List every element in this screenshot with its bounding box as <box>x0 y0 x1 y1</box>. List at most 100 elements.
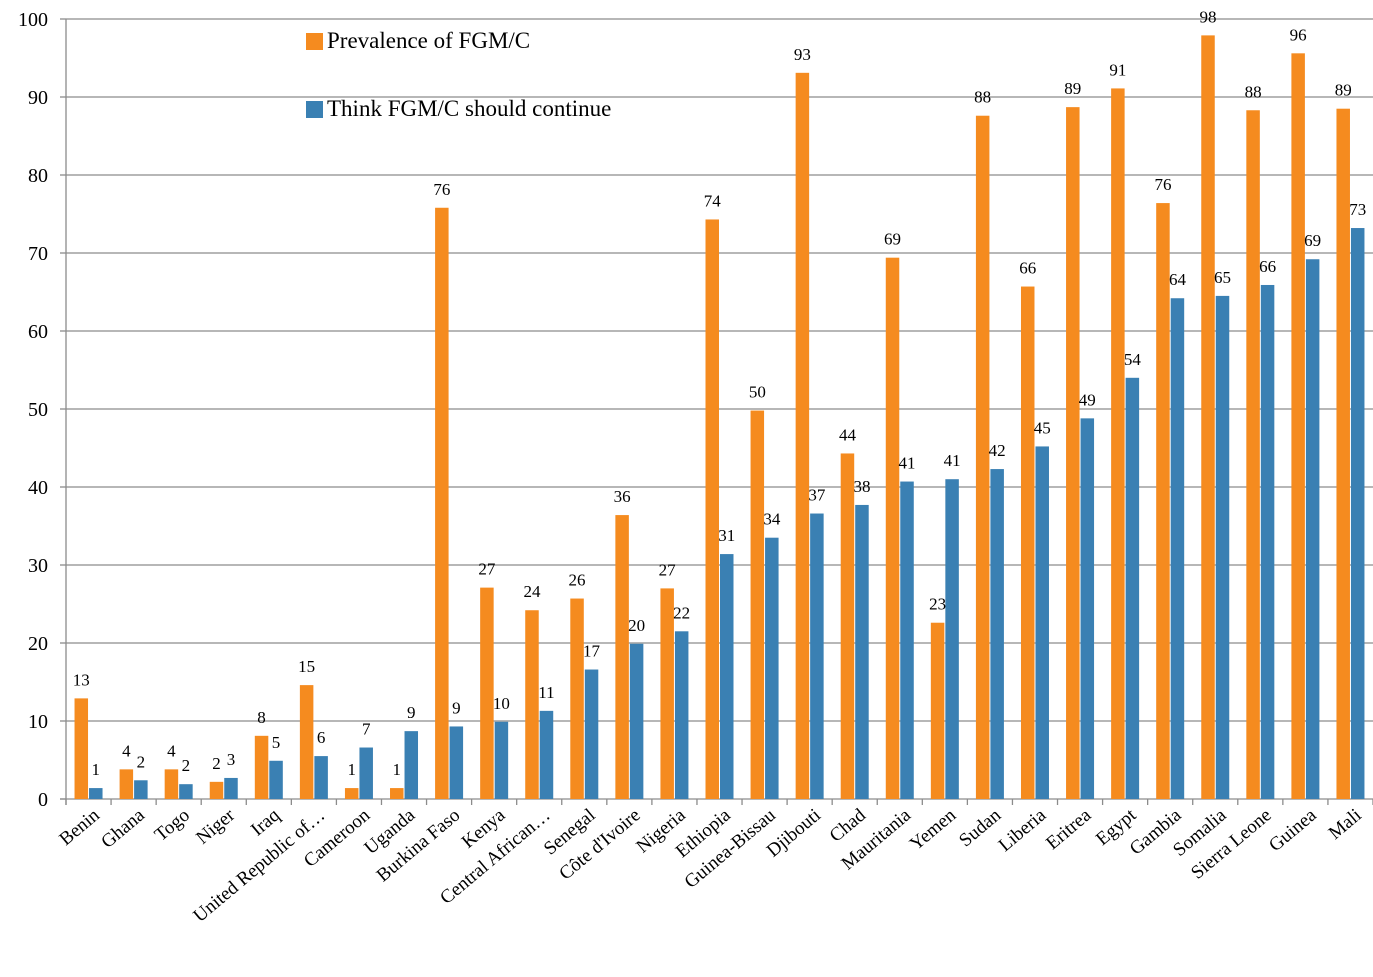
bar-prevalence <box>1201 35 1215 799</box>
y-tick-label: 30 <box>28 555 48 577</box>
data-label-prevalence: 15 <box>298 657 315 676</box>
data-label-prevalence: 4 <box>122 741 131 760</box>
bar-prevalence <box>480 587 494 799</box>
bar-think-continue <box>674 631 689 799</box>
bar-prevalence <box>344 788 359 799</box>
data-label-think-continue: 6 <box>317 728 326 747</box>
data-label-prevalence: 76 <box>433 180 450 199</box>
x-tick-label: Mali <box>1325 805 1366 844</box>
data-label-think-continue: 38 <box>853 477 870 496</box>
data-label-prevalence: 1 <box>393 760 402 779</box>
data-label-think-continue: 64 <box>1169 270 1187 289</box>
bar-think-continue <box>269 760 283 799</box>
data-label-prevalence: 66 <box>1019 259 1036 278</box>
y-tick-label: 70 <box>28 243 48 265</box>
data-label-think-continue: 34 <box>763 510 781 529</box>
bar-prevalence <box>1156 203 1170 799</box>
bar-think-continue <box>449 726 464 799</box>
legend-item-prevalence: Prevalence of FGM/C <box>306 28 530 54</box>
data-label-prevalence: 4 <box>167 741 176 760</box>
bar-prevalence <box>795 72 810 799</box>
y-tick-label: 90 <box>28 87 48 109</box>
bar-think-continue <box>404 731 419 799</box>
bar-prevalence <box>705 219 719 799</box>
data-label-think-continue: 3 <box>227 750 236 769</box>
bar-think-continue <box>1035 446 1049 799</box>
y-tick-label: 50 <box>28 399 48 421</box>
x-tick-label: Togo <box>151 805 194 846</box>
data-label-think-continue: 37 <box>808 486 826 505</box>
bar-prevalence <box>840 453 855 799</box>
data-label-think-continue: 5 <box>272 733 281 752</box>
data-label-prevalence: 89 <box>1064 79 1081 98</box>
data-label-prevalence: 27 <box>478 560 496 579</box>
data-label-prevalence: 76 <box>1154 175 1171 194</box>
data-label-think-continue: 69 <box>1304 231 1321 250</box>
data-label-think-continue: 45 <box>1034 418 1051 437</box>
data-label-prevalence: 96 <box>1290 25 1307 44</box>
bar-think-continue <box>1170 298 1185 799</box>
bar-prevalence <box>1336 108 1350 799</box>
bar-prevalence <box>74 698 89 799</box>
data-label-think-continue: 2 <box>182 756 191 775</box>
y-tick-label: 100 <box>18 9 48 31</box>
bar-think-continue <box>134 780 148 799</box>
data-label-prevalence: 23 <box>929 595 946 614</box>
data-label-prevalence: 89 <box>1335 81 1352 100</box>
data-label-prevalence: 24 <box>523 582 541 601</box>
bar-think-continue <box>539 710 554 799</box>
bar-think-continue <box>990 469 1004 799</box>
y-tick-label: 10 <box>28 711 48 733</box>
bar-prevalence <box>885 257 900 799</box>
bar-think-continue <box>629 643 644 799</box>
x-tick-label: Yemen <box>906 804 960 854</box>
y-tick-label: 80 <box>28 165 48 187</box>
x-tick-label: Niger <box>192 804 239 848</box>
bar-think-continue <box>765 537 779 799</box>
data-label-think-continue: 54 <box>1124 350 1142 369</box>
y-tick-labels: 0 10 20 30 40 50 60 70 80 90 100 <box>18 9 48 811</box>
data-label-prevalence: 88 <box>974 88 991 107</box>
bar-think-continue <box>179 784 193 799</box>
x-tick-label: Guinea <box>1265 804 1321 856</box>
bar-prevalence <box>1066 107 1080 799</box>
bar-prevalence <box>119 769 134 799</box>
bar-prevalence <box>299 685 314 799</box>
x-tick-label: Ghana <box>97 804 149 852</box>
data-label-prevalence: 69 <box>884 230 901 249</box>
bar-think-continue <box>1080 418 1095 799</box>
legend-label-prevalence: Prevalence of FGM/C <box>327 28 531 53</box>
data-label-prevalence: 44 <box>839 425 857 444</box>
bar-prevalence <box>525 610 539 799</box>
data-label-think-continue: 17 <box>583 642 601 661</box>
bar-prevalence <box>1111 88 1125 800</box>
data-label-prevalence: 88 <box>1245 82 1262 101</box>
data-label-think-continue: 41 <box>944 451 961 470</box>
bar-prevalence <box>975 115 990 800</box>
bar-prevalence <box>930 622 945 799</box>
data-label-think-continue: 66 <box>1259 257 1276 276</box>
bar-prevalence <box>164 769 179 799</box>
data-label-prevalence: 98 <box>1200 7 1217 26</box>
y-tick-label: 0 <box>38 789 48 811</box>
bar-think-continue <box>1260 284 1275 800</box>
x-tick-label: Eritrea <box>1042 804 1096 854</box>
data-label-think-continue: 65 <box>1214 268 1231 287</box>
legend-swatch-continue <box>306 100 323 118</box>
bar-prevalence <box>435 207 449 799</box>
data-label-prevalence: 2 <box>212 754 221 773</box>
bar-prevalence <box>254 735 269 799</box>
x-tick-label: Benin <box>55 804 104 850</box>
data-label-prevalence: 26 <box>569 571 586 590</box>
data-label-think-continue: 31 <box>718 526 735 545</box>
gridlines <box>66 18 1373 722</box>
legend-swatch-prevalence <box>306 32 323 50</box>
data-label-prevalence: 50 <box>749 383 766 402</box>
data-label-think-continue: 11 <box>538 683 554 702</box>
bar-prevalence <box>750 410 765 799</box>
bar-prevalence <box>209 781 224 799</box>
bar-think-continue <box>224 777 238 799</box>
data-label-think-continue: 20 <box>628 616 645 635</box>
